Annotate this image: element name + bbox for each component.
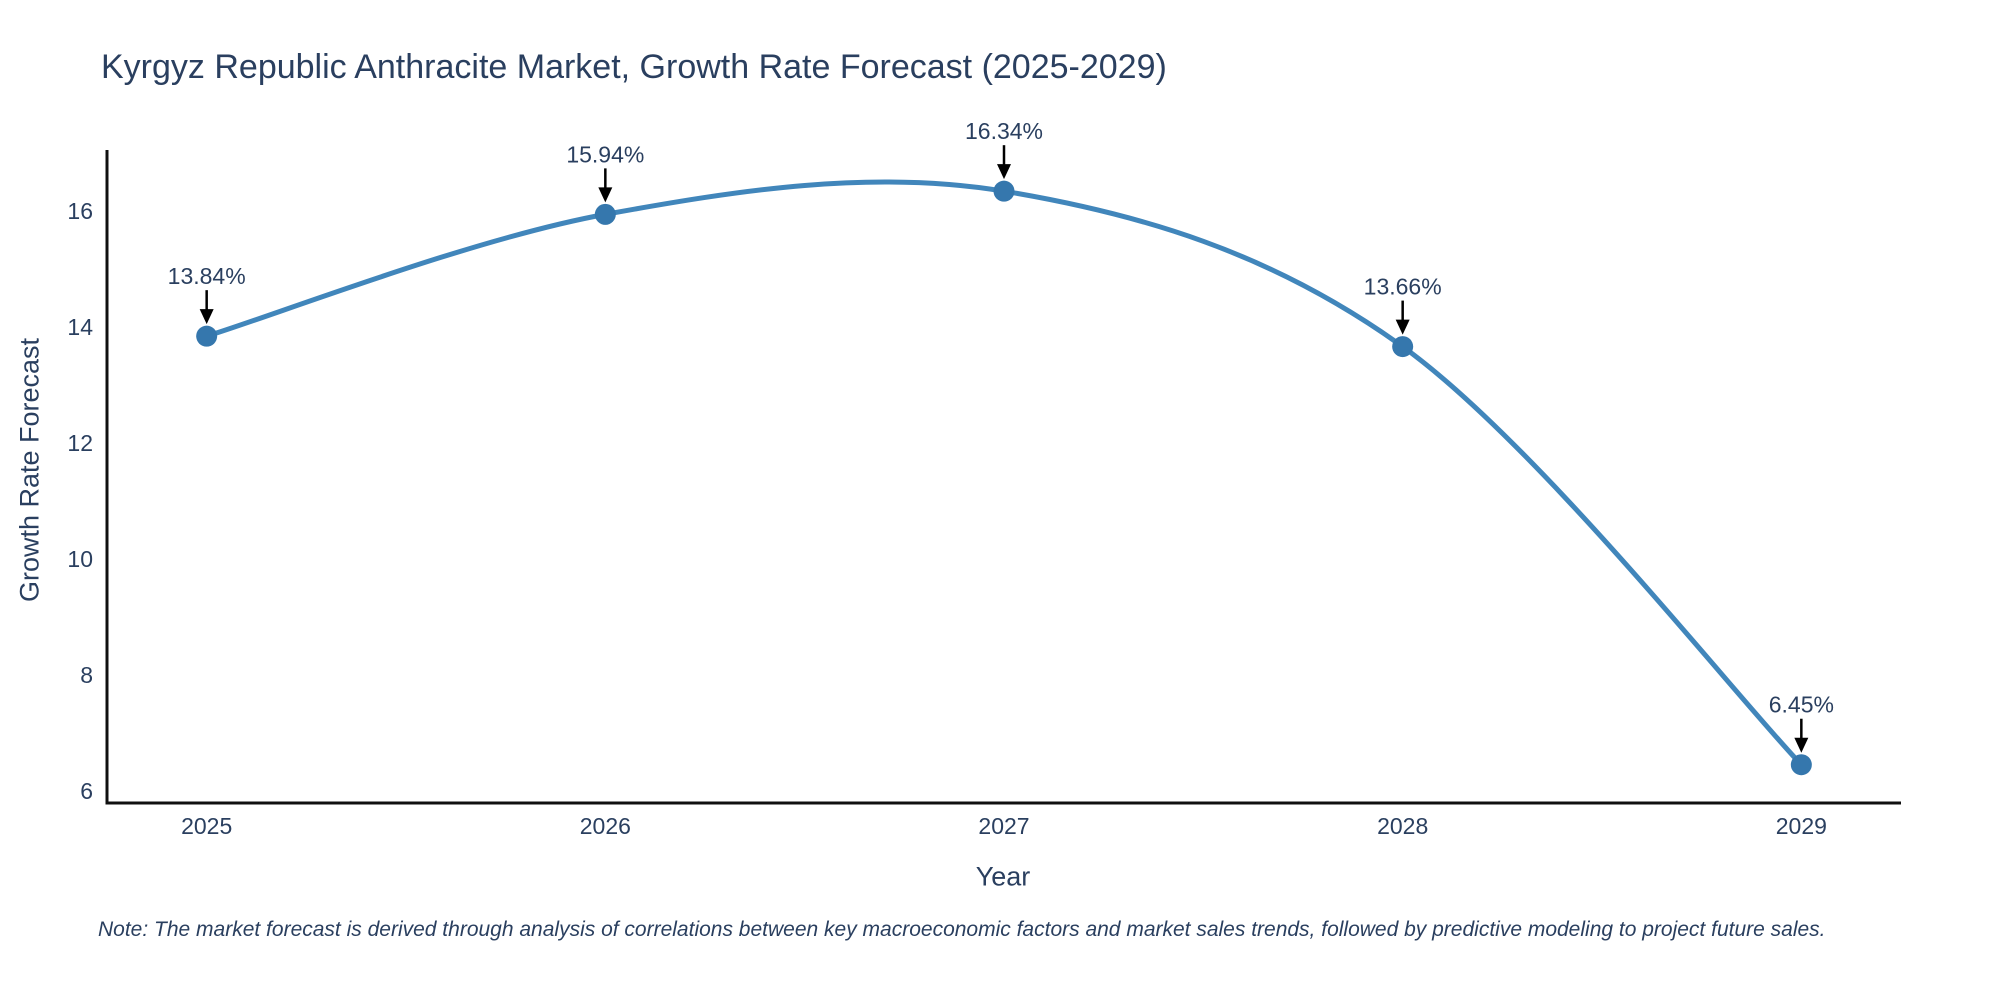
data-point-marker xyxy=(594,203,616,225)
data-point-label: 13.84% xyxy=(168,263,246,289)
y-tick-label: 14 xyxy=(67,314,93,340)
y-tick-label: 12 xyxy=(67,430,93,456)
x-tick-label: 2029 xyxy=(1776,813,1827,839)
data-point-label: 6.45% xyxy=(1769,692,1834,718)
x-tick-label: 2026 xyxy=(580,813,631,839)
y-tick-label: 6 xyxy=(80,778,93,804)
annotation-arrowhead-icon xyxy=(997,164,1011,180)
y-tick-label: 16 xyxy=(67,198,93,224)
series-line xyxy=(204,179,1804,768)
y-tick-label: 8 xyxy=(80,662,93,688)
data-point-marker xyxy=(1392,336,1414,358)
data-point-marker xyxy=(196,325,218,347)
data-point-label: 13.66% xyxy=(1364,274,1442,300)
chart-title: Kyrgyz Republic Anthracite Market, Growt… xyxy=(101,48,1167,86)
annotation-arrowhead-icon xyxy=(1395,319,1410,335)
chart-footnote: Note: The market forecast is derived thr… xyxy=(98,918,1826,941)
x-tick-label: 2025 xyxy=(181,813,232,839)
x-tick-label: 2028 xyxy=(1377,813,1428,839)
data-point-marker xyxy=(1790,754,1812,776)
data-point-label: 16.34% xyxy=(965,118,1043,144)
data-point-marker xyxy=(993,180,1015,202)
x-axis-title: Year xyxy=(975,861,1031,892)
x-tick-label: 2027 xyxy=(978,813,1029,839)
data-point-label: 15.94% xyxy=(566,141,644,167)
annotation-arrowhead-icon xyxy=(598,187,613,203)
y-axis-title: Growth Rate Forecast xyxy=(14,337,45,603)
annotation-arrowhead-icon xyxy=(1794,737,1809,753)
y-tick-label: 10 xyxy=(67,546,93,572)
annotation-arrowhead-icon xyxy=(199,309,214,325)
